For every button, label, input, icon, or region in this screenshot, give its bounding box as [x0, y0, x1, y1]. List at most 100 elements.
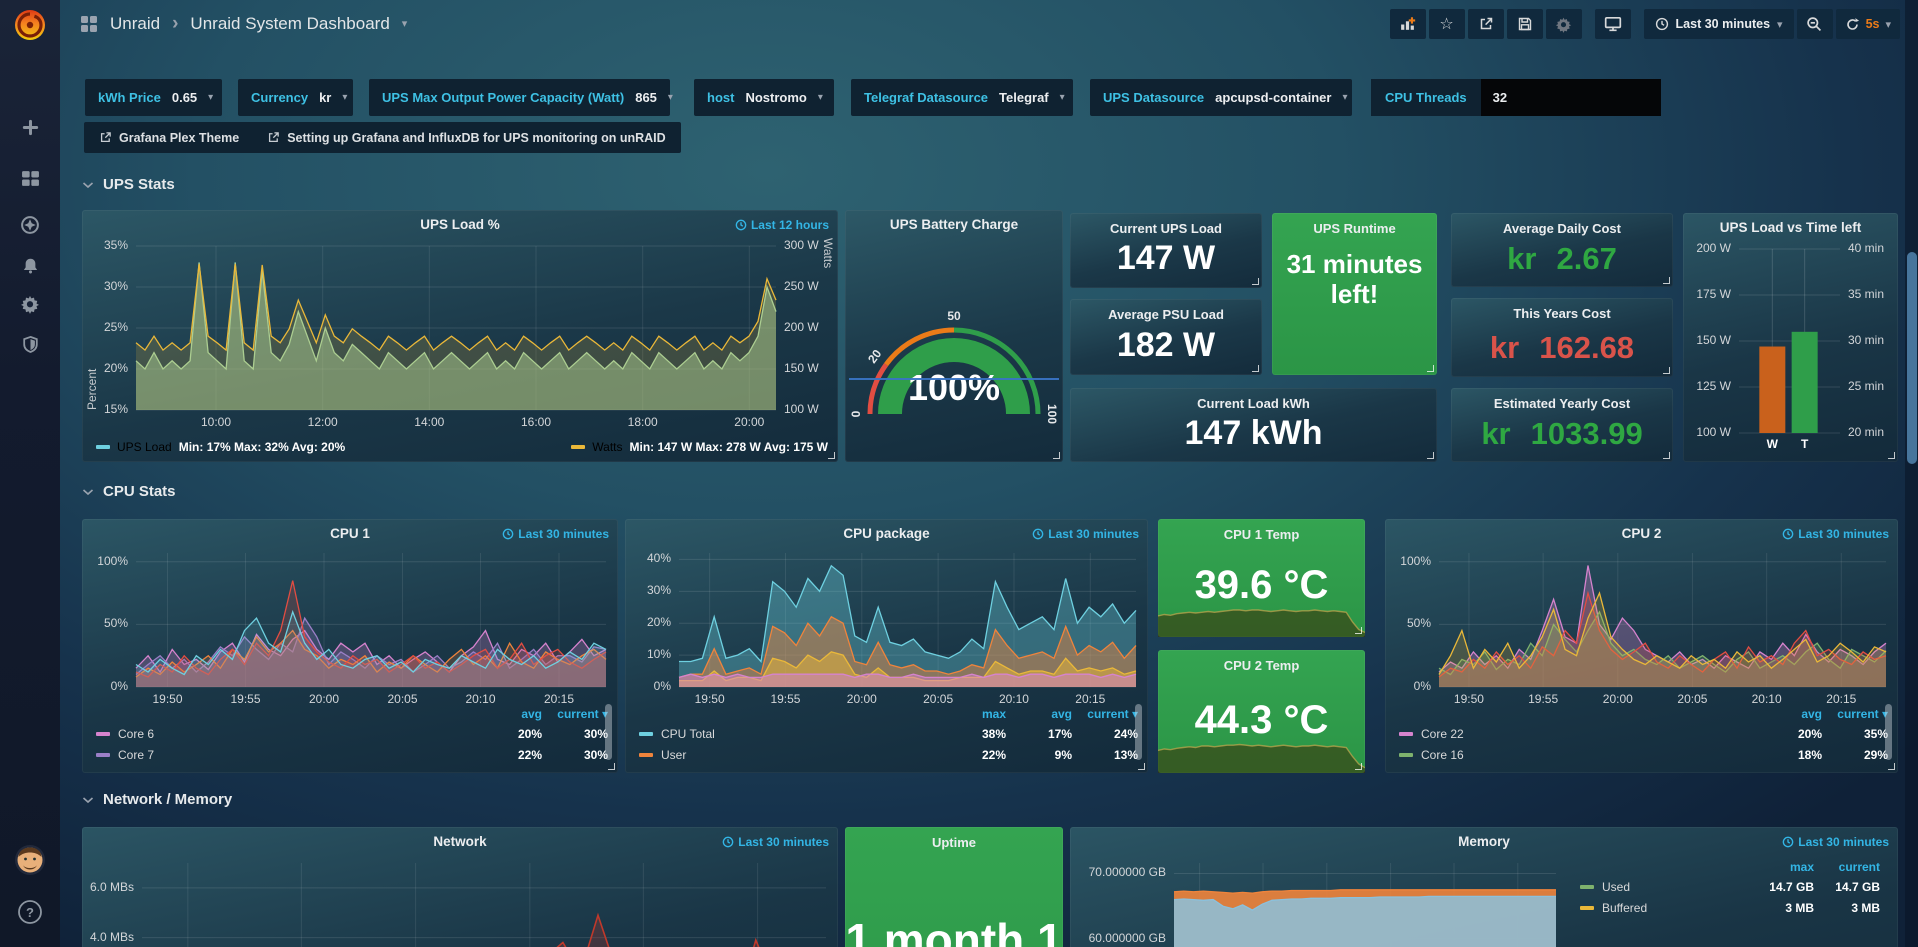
refresh-picker[interactable]: 5s ▾	[1835, 9, 1900, 39]
section-ups-stats[interactable]: UPS Stats	[82, 176, 175, 193]
star-dashboard-button[interactable]: ☆	[1428, 9, 1465, 39]
section-network-memory[interactable]: Network / Memory	[82, 791, 232, 808]
legend-series-name[interactable]: Used	[1602, 879, 1631, 894]
user-avatar[interactable]	[0, 840, 60, 880]
legend-series-name[interactable]: Core 22	[1421, 726, 1464, 741]
link-ups-monitoring-guide[interactable]: Setting up Grafana and InfluxDB for UPS …	[267, 131, 666, 145]
legend-series[interactable]: Used	[1580, 880, 1748, 894]
current-column-header[interactable]: current ▾	[1837, 706, 1888, 721]
stat-title[interactable]: CPU 2 Temp	[1223, 658, 1300, 673]
breadcrumb-page-title[interactable]: Unraid System Dashboard	[190, 13, 390, 33]
add-panel-button[interactable]	[1389, 9, 1426, 39]
stat-title[interactable]: Current Load kWh	[1197, 396, 1310, 411]
legend-series-name[interactable]: Core 6	[118, 726, 155, 741]
legend-scrollbar-thumb[interactable]	[605, 704, 612, 760]
stat-title[interactable]: This Years Cost	[1513, 306, 1611, 321]
legend-series-name[interactable]: CPU Total	[661, 726, 715, 741]
panel-title[interactable]: CPU package	[843, 526, 930, 541]
create-icon[interactable]	[0, 107, 60, 147]
panel-title[interactable]: UPS Load %	[420, 217, 500, 232]
dashboards-icon[interactable]	[0, 158, 60, 198]
cpu-threads-input[interactable]	[1480, 79, 1661, 116]
variable-host[interactable]: host Nostromo ▾	[694, 79, 834, 116]
current-column-header[interactable]: current ▾	[557, 706, 608, 721]
panel-title[interactable]: UPS Load vs Time left	[1719, 220, 1862, 235]
chart-ups-load[interactable]: 35% 30% 25% 20% 15% 300 W 250 W 200 W 150 W 100 W…	[82, 238, 838, 436]
max-column-header[interactable]: max	[1789, 859, 1814, 874]
stat-title[interactable]: Estimated Yearly Cost	[1493, 396, 1631, 411]
legend-series-name[interactable]: Buffered	[1602, 900, 1648, 915]
server-admin-shield-icon[interactable]	[0, 324, 60, 364]
time-range-picker[interactable]: Last 30 minutes ▾	[1643, 9, 1794, 39]
chart-cpu1[interactable]: 100% 50% 0% 19:50 19:55 20:00 20:05 20:10 20:15	[82, 545, 618, 713]
dashboard-settings-button[interactable]	[1545, 9, 1582, 39]
currency-unit: kr	[1507, 241, 1537, 276]
panel-title[interactable]: UPS Battery Charge	[889, 217, 1019, 232]
chart-ups-bar[interactable]: 200 W 175 W 150 W 125 W 100 W 40 min 35 min 30 …	[1683, 241, 1898, 457]
save-dashboard-button[interactable]	[1506, 9, 1543, 39]
time-range-note[interactable]: Last 30 minutes	[722, 835, 829, 849]
cycle-view-mode-button[interactable]	[1594, 9, 1631, 39]
variable-kwh-price[interactable]: kWh Price 0.65 ▾	[85, 79, 222, 116]
legend-series[interactable]: Core 6	[96, 727, 476, 741]
panel-cpu1-temp: CPU 1 Temp 39.6 °C	[1157, 519, 1366, 637]
variable-currency[interactable]: Currency kr ▾	[238, 79, 353, 116]
panel-title[interactable]: CPU 2	[1621, 526, 1662, 541]
avg-column-header[interactable]: avg	[1801, 706, 1822, 721]
legend-series[interactable]: Core 7	[96, 748, 476, 762]
chart-cpu2[interactable]: 100% 50% 0% 19:50 19:55 20:00 20:05 20:10 20:15	[1385, 545, 1898, 713]
legend-series[interactable]: Core 16	[1399, 748, 1756, 762]
panel-title[interactable]: Memory	[1458, 834, 1510, 849]
section-cpu-stats[interactable]: CPU Stats	[82, 483, 176, 500]
help-icon[interactable]: ?	[0, 892, 60, 932]
variable-ups-datasource[interactable]: UPS Datasource apcupsd-container ▾	[1090, 79, 1352, 116]
avg-column-header[interactable]: avg	[1051, 706, 1072, 721]
stat-title[interactable]: Average PSU Load	[1108, 307, 1224, 322]
stat-title[interactable]: CPU 1 Temp	[1223, 527, 1300, 542]
chevron-down-icon[interactable]: ▾	[401, 18, 408, 30]
legend-scrollbar-thumb[interactable]	[1135, 704, 1142, 760]
alerting-bell-icon[interactable]	[0, 245, 60, 285]
legend-series-name[interactable]: UPS Load	[117, 440, 172, 454]
stat-title[interactable]: Uptime	[931, 835, 977, 850]
time-range-note[interactable]: Last 30 minutes	[1032, 527, 1139, 541]
legend-series-name[interactable]: Watts	[592, 440, 623, 454]
time-range-note[interactable]: Last 30 minutes	[1782, 527, 1889, 541]
current-column-header[interactable]: current	[1838, 859, 1880, 874]
share-dashboard-button[interactable]	[1467, 9, 1504, 39]
link-grafana-plex-theme[interactable]: Grafana Plex Theme	[99, 131, 239, 145]
panel-title[interactable]: CPU 1	[330, 526, 370, 541]
zoom-out-time-button[interactable]	[1796, 9, 1833, 39]
legend-series-name[interactable]: Core 7	[118, 747, 155, 762]
legend-series-name[interactable]: User	[661, 747, 687, 762]
stat-value: 39.6 °C	[1194, 563, 1329, 607]
avg-column-header[interactable]: avg	[521, 706, 542, 721]
breadcrumb-app[interactable]: Unraid	[110, 13, 161, 33]
variable-ups-max-output[interactable]: UPS Max Output Power Capacity (Watt) 865…	[369, 79, 673, 116]
stat-title[interactable]: Average Daily Cost	[1502, 221, 1621, 236]
panel-title[interactable]: Network	[433, 834, 487, 849]
page-scrollbar-thumb[interactable]	[1907, 252, 1917, 464]
grafana-logo-icon[interactable]	[10, 4, 50, 44]
time-range-note[interactable]: Last 30 minutes	[1782, 835, 1889, 849]
stat-title[interactable]: UPS Runtime	[1313, 221, 1396, 236]
max-column-header[interactable]: max	[981, 706, 1006, 721]
legend-series-name[interactable]: Core 16	[1421, 747, 1464, 762]
explore-icon[interactable]	[0, 205, 60, 245]
current-column-header[interactable]: current ▾	[1087, 706, 1138, 721]
time-range-note[interactable]: Last 12 hours	[735, 218, 829, 232]
time-range-note[interactable]: Last 30 minutes	[502, 527, 609, 541]
legend-series[interactable]: Buffered	[1580, 901, 1748, 915]
legend-series[interactable]: User	[639, 748, 940, 762]
legend-scrollbar-thumb[interactable]	[1885, 704, 1892, 760]
legend-series[interactable]: Core 22	[1399, 727, 1756, 741]
chart-cpu-package[interactable]: 40% 30% 20% 10% 0% 19:50 19:55 20:00 20:05 20:10 2…	[625, 545, 1148, 713]
stat-title[interactable]: Current UPS Load	[1110, 221, 1222, 236]
configuration-gear-icon[interactable]	[0, 284, 60, 324]
legend-series[interactable]: CPU Total	[639, 727, 940, 741]
gauge-ups-battery[interactable]: 0 20 50 100 100%	[845, 238, 1063, 458]
variable-telegraf-datasource[interactable]: Telegraf Datasource Telegraf ▾	[851, 79, 1073, 116]
currency-unit: kr	[1481, 416, 1511, 451]
